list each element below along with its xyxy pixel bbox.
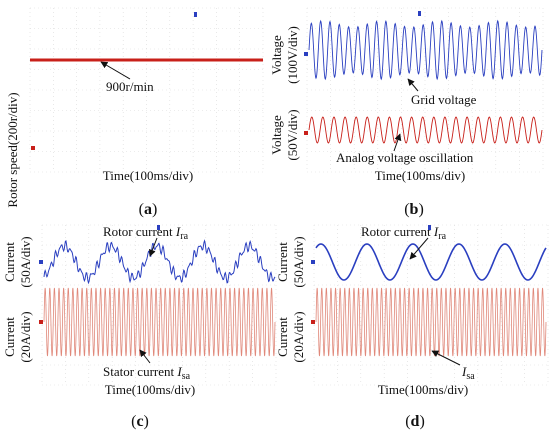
rotor-current-trace-d bbox=[315, 243, 547, 281]
annotation-arrow-a bbox=[100, 61, 131, 80]
annotation-arrow-c2 bbox=[139, 349, 151, 364]
grid-b bbox=[306, 7, 544, 173]
ylabel-d2-line2: (20A/div) bbox=[291, 311, 306, 362]
xlabel-b: Time(100ms/div) bbox=[375, 168, 466, 183]
ylabel-b2-line2: (50V/div) bbox=[285, 109, 300, 160]
ylabel-b1-line1: Voltage bbox=[269, 35, 284, 75]
panel-b: Voltage (100V/div) Voltage (50V/div) Gri… bbox=[269, 7, 544, 218]
ylabel-d1-line2: (50A/div) bbox=[291, 236, 306, 287]
top-marker-d bbox=[428, 225, 431, 230]
channel-marker-b2 bbox=[304, 131, 308, 135]
ylabel-rotor-speed: Rotor speed(200r/div) bbox=[5, 92, 20, 207]
stator-current-trace-d bbox=[315, 287, 547, 357]
ylabel-b1-line2: (100V/div) bbox=[285, 26, 300, 84]
annotation-rotor-current-c: Rotor current Ira bbox=[103, 224, 189, 242]
channel-marker-c1 bbox=[39, 260, 43, 264]
ylabel-c2-line2: (20A/div) bbox=[18, 311, 33, 362]
annotation-stator-current-c: Stator current Isa bbox=[103, 364, 191, 382]
panel-label-d: (d) bbox=[405, 413, 425, 430]
channel-marker-d2 bbox=[311, 320, 315, 324]
panel-c: Current (50A/div) Current (20A/div) Roto… bbox=[2, 224, 277, 430]
annotation-stator-current-d: Isa bbox=[461, 364, 475, 382]
xlabel-d: Time(100ms/div) bbox=[378, 382, 469, 397]
channel-marker-a bbox=[31, 146, 35, 150]
channel-marker-d1 bbox=[311, 260, 315, 264]
stator-current-trace-c bbox=[43, 287, 276, 357]
annotation-analog-voltage: Analog voltage oscillation bbox=[336, 150, 474, 165]
ylabel-d2-line1: Current bbox=[275, 317, 290, 357]
top-marker-b bbox=[418, 11, 421, 16]
ylabel-c1-line1: Current bbox=[2, 242, 17, 282]
panel-label-b: (b) bbox=[404, 201, 424, 218]
panel-label-c: (c) bbox=[131, 413, 149, 430]
panel-a: 900r/min Rotor speed(200r/div) Time(100m… bbox=[5, 7, 264, 218]
panel-d: Current (50A/div) Current (20A/div) Roto… bbox=[275, 224, 549, 430]
annotation-arrow-d2 bbox=[431, 350, 461, 366]
annotation-arrow-d1 bbox=[409, 237, 429, 260]
annotation-900rpm: 900r/min bbox=[106, 79, 154, 94]
analog-voltage-trace bbox=[308, 116, 543, 144]
ylabel-c1-line2: (50A/div) bbox=[18, 236, 33, 287]
rotor-current-trace-c bbox=[43, 239, 276, 285]
grid-voltage-trace bbox=[308, 19, 543, 81]
annotation-rotor-current-d: Rotor current Ira bbox=[361, 224, 447, 242]
annotation-arrow-b1 bbox=[407, 78, 419, 92]
ylabel-b2-line1: Voltage bbox=[269, 115, 284, 155]
ylabel-d1-line1: Current bbox=[275, 242, 290, 282]
top-marker-a bbox=[194, 12, 197, 17]
panel-label-a: (a) bbox=[139, 201, 158, 218]
ylabel-c2-line1: Current bbox=[2, 317, 17, 357]
channel-marker-b1 bbox=[304, 52, 308, 56]
xlabel-c: Time(100ms/div) bbox=[105, 382, 196, 397]
annotation-arrow-c1 bbox=[149, 237, 158, 257]
grid-a bbox=[29, 7, 264, 173]
annotation-grid-voltage: Grid voltage bbox=[411, 92, 477, 107]
top-marker-c bbox=[157, 225, 160, 230]
channel-marker-c2 bbox=[39, 320, 43, 324]
annotation-arrow-b2 bbox=[393, 133, 402, 152]
xlabel-a: Time(100ms/div) bbox=[103, 168, 194, 183]
